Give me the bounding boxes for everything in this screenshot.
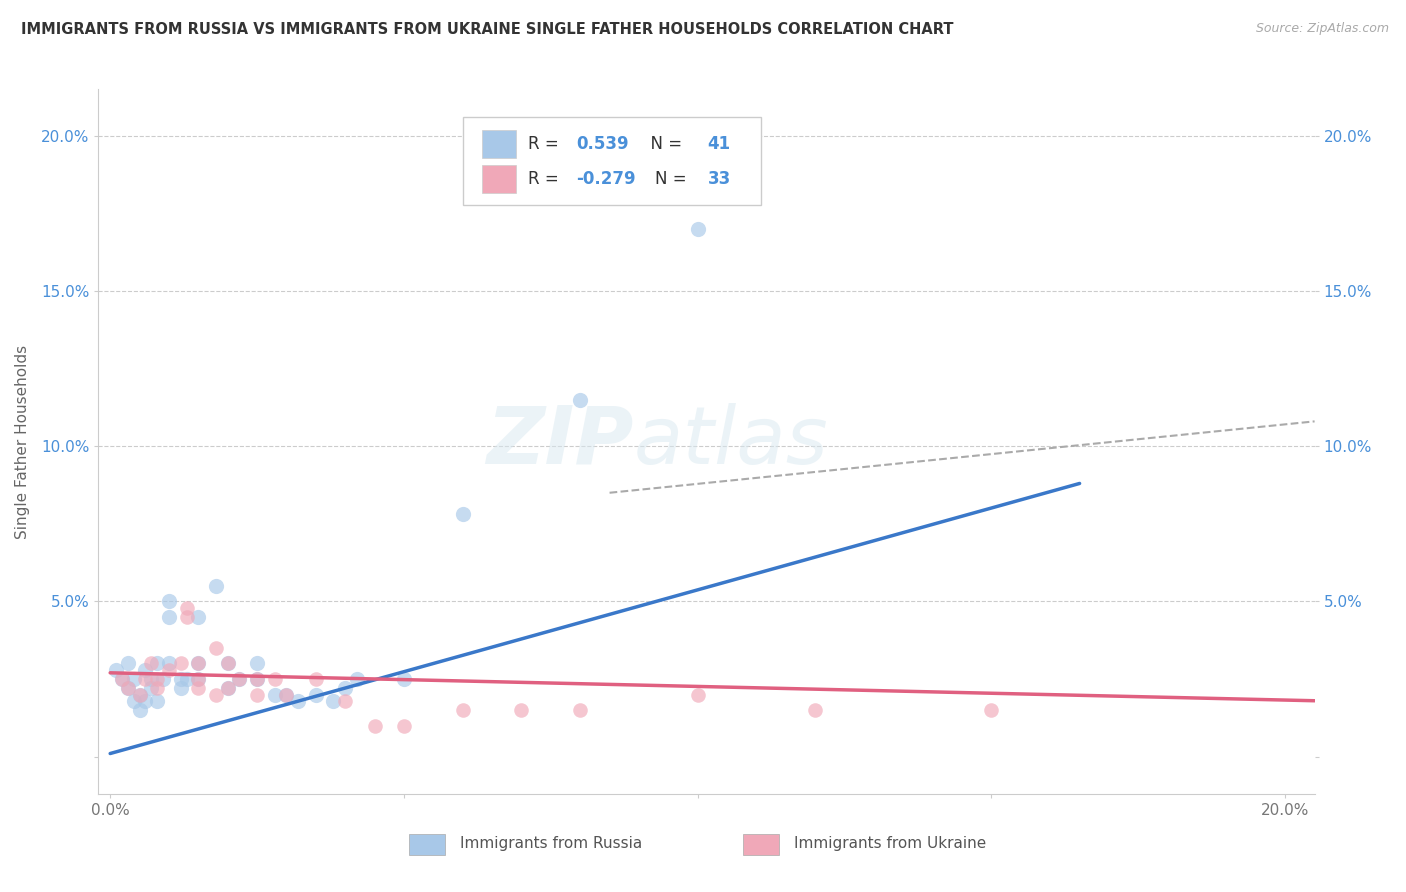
Point bbox=[141, 681, 163, 696]
Point bbox=[335, 694, 357, 708]
Text: 41: 41 bbox=[707, 135, 731, 153]
Point bbox=[686, 688, 709, 702]
Point bbox=[187, 672, 209, 686]
Point bbox=[305, 688, 328, 702]
Point bbox=[246, 657, 269, 671]
Point bbox=[122, 694, 145, 708]
Point bbox=[146, 672, 169, 686]
Point bbox=[157, 663, 180, 677]
Text: N =: N = bbox=[640, 135, 688, 153]
Point bbox=[217, 681, 239, 696]
Point bbox=[217, 657, 239, 671]
Point bbox=[117, 681, 139, 696]
FancyBboxPatch shape bbox=[464, 118, 761, 205]
Point bbox=[111, 672, 134, 686]
Point bbox=[134, 663, 156, 677]
Point bbox=[569, 392, 592, 407]
Point bbox=[187, 610, 209, 624]
Point bbox=[157, 657, 180, 671]
Point bbox=[217, 657, 239, 671]
Text: Immigrants from Russia: Immigrants from Russia bbox=[460, 836, 643, 851]
Point bbox=[510, 703, 533, 717]
Point bbox=[276, 688, 298, 702]
Point bbox=[170, 672, 193, 686]
Point bbox=[322, 694, 344, 708]
Point bbox=[804, 703, 827, 717]
Point bbox=[146, 657, 169, 671]
Point bbox=[134, 672, 156, 686]
Point bbox=[128, 688, 150, 702]
Point bbox=[122, 672, 145, 686]
FancyBboxPatch shape bbox=[409, 834, 446, 855]
Point bbox=[392, 718, 415, 732]
Point bbox=[187, 657, 209, 671]
Point bbox=[170, 657, 193, 671]
Point bbox=[217, 681, 239, 696]
Point bbox=[451, 703, 474, 717]
Text: R =: R = bbox=[527, 135, 564, 153]
Point bbox=[170, 681, 193, 696]
Point bbox=[363, 718, 385, 732]
Point bbox=[176, 600, 198, 615]
Point bbox=[980, 703, 1002, 717]
Text: N =: N = bbox=[655, 170, 692, 188]
Text: atlas: atlas bbox=[634, 402, 828, 481]
Point bbox=[305, 672, 328, 686]
Text: Immigrants from Ukraine: Immigrants from Ukraine bbox=[794, 836, 987, 851]
Text: Source: ZipAtlas.com: Source: ZipAtlas.com bbox=[1256, 22, 1389, 36]
Point bbox=[263, 688, 285, 702]
Point bbox=[134, 694, 156, 708]
FancyBboxPatch shape bbox=[481, 165, 516, 194]
Text: 0.539: 0.539 bbox=[576, 135, 628, 153]
Point bbox=[117, 657, 139, 671]
Point bbox=[451, 508, 474, 522]
Point bbox=[111, 672, 134, 686]
Point bbox=[263, 672, 285, 686]
Text: 33: 33 bbox=[707, 170, 731, 188]
Point bbox=[141, 672, 163, 686]
Point bbox=[246, 672, 269, 686]
FancyBboxPatch shape bbox=[742, 834, 779, 855]
FancyBboxPatch shape bbox=[481, 129, 516, 158]
Point bbox=[287, 694, 309, 708]
Point bbox=[187, 672, 209, 686]
Point bbox=[246, 688, 269, 702]
Point bbox=[176, 610, 198, 624]
Point bbox=[141, 657, 163, 671]
Point bbox=[346, 672, 368, 686]
Point bbox=[146, 681, 169, 696]
Point bbox=[205, 688, 228, 702]
Point bbox=[152, 672, 174, 686]
Point bbox=[276, 688, 298, 702]
Y-axis label: Single Father Households: Single Father Households bbox=[15, 344, 30, 539]
Point bbox=[187, 657, 209, 671]
Point bbox=[176, 672, 198, 686]
Point bbox=[157, 594, 180, 608]
Point bbox=[157, 610, 180, 624]
Point bbox=[205, 579, 228, 593]
Point bbox=[335, 681, 357, 696]
Point bbox=[228, 672, 250, 686]
Point bbox=[228, 672, 250, 686]
Point bbox=[105, 663, 128, 677]
Point bbox=[686, 222, 709, 236]
Point bbox=[569, 703, 592, 717]
Text: R =: R = bbox=[527, 170, 564, 188]
Point bbox=[246, 672, 269, 686]
Point bbox=[128, 688, 150, 702]
Point bbox=[117, 681, 139, 696]
Text: -0.279: -0.279 bbox=[576, 170, 636, 188]
Point bbox=[392, 672, 415, 686]
Point bbox=[187, 681, 209, 696]
Point bbox=[205, 640, 228, 655]
Point bbox=[128, 703, 150, 717]
Text: IMMIGRANTS FROM RUSSIA VS IMMIGRANTS FROM UKRAINE SINGLE FATHER HOUSEHOLDS CORRE: IMMIGRANTS FROM RUSSIA VS IMMIGRANTS FRO… bbox=[21, 22, 953, 37]
Point bbox=[146, 694, 169, 708]
Text: ZIP: ZIP bbox=[486, 402, 634, 481]
